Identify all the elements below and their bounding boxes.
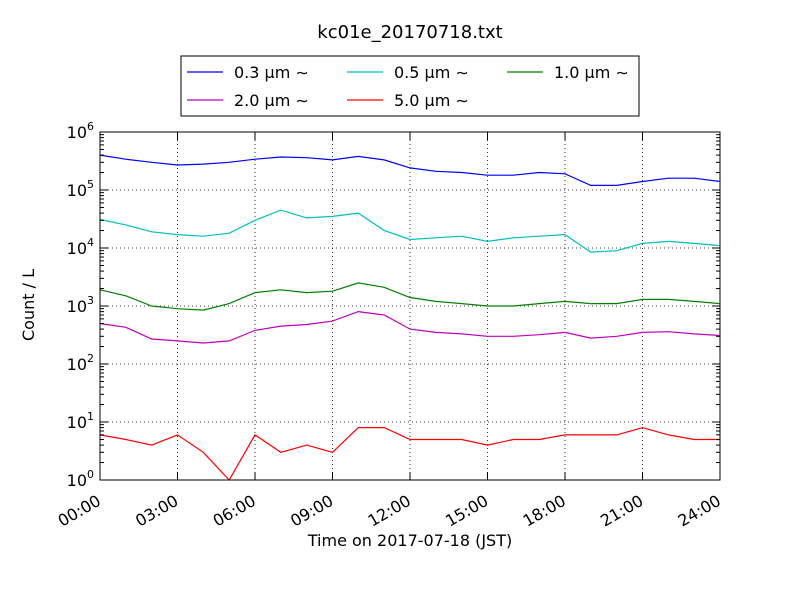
x-tick-label: 15:00	[442, 491, 491, 531]
y-tick-label: 101	[67, 410, 94, 432]
x-tick-label: 00:00	[55, 491, 104, 531]
y-tick-label: 105	[67, 178, 94, 200]
series-line-1	[99, 209, 721, 253]
x-tick-labels: 00:00 03:00 06:00 09:00 12:00 15:00 18:00 21:00…	[55, 491, 724, 531]
x-tick-label: 12:00	[365, 491, 414, 531]
y-tick-labels: 100 101 102 103 104 105 106	[67, 120, 94, 490]
x-tick-label: 21:00	[597, 491, 646, 531]
series-line-2	[99, 282, 721, 311]
axis-ticks	[99, 131, 721, 481]
series-lines	[99, 154, 721, 482]
x-tick-label: 24:00	[675, 491, 724, 531]
chart-title: kc01e_20170718.txt	[317, 22, 502, 43]
legend-label: 0.3 μm ∼	[234, 63, 309, 82]
legend-label: 5.0 μm ∼	[394, 91, 469, 110]
y-tick-label: 100	[67, 468, 94, 490]
y-axis-label: Count / L	[19, 269, 38, 341]
y-tick-label: 102	[67, 352, 94, 374]
series-line-0	[99, 154, 721, 186]
legend-label: 0.5 μm ∼	[394, 63, 469, 82]
x-tick-label: 03:00	[132, 491, 181, 531]
legend-label: 1.0 μm ∼	[554, 63, 629, 82]
y-tick-label: 104	[67, 236, 94, 258]
legend-box	[180, 55, 640, 117]
x-tick-label: 06:00	[210, 491, 259, 531]
series-line-3	[99, 310, 721, 344]
x-axis-label: Time on 2017-07-18 (JST)	[307, 531, 512, 550]
legend-label: 2.0 μm ∼	[234, 91, 309, 110]
legend: 0.3 μm ∼ 0.5 μm ∼ 1.0 μm ∼ 2.0 μm ∼ 5.0 μm ∼	[180, 55, 640, 117]
x-tick-label: 18:00	[520, 491, 569, 531]
series-line-4	[99, 426, 720, 482]
y-tick-label: 106	[67, 120, 94, 142]
y-tick-label: 103	[67, 294, 94, 316]
grid	[100, 132, 720, 480]
x-tick-label: 09:00	[287, 491, 336, 531]
